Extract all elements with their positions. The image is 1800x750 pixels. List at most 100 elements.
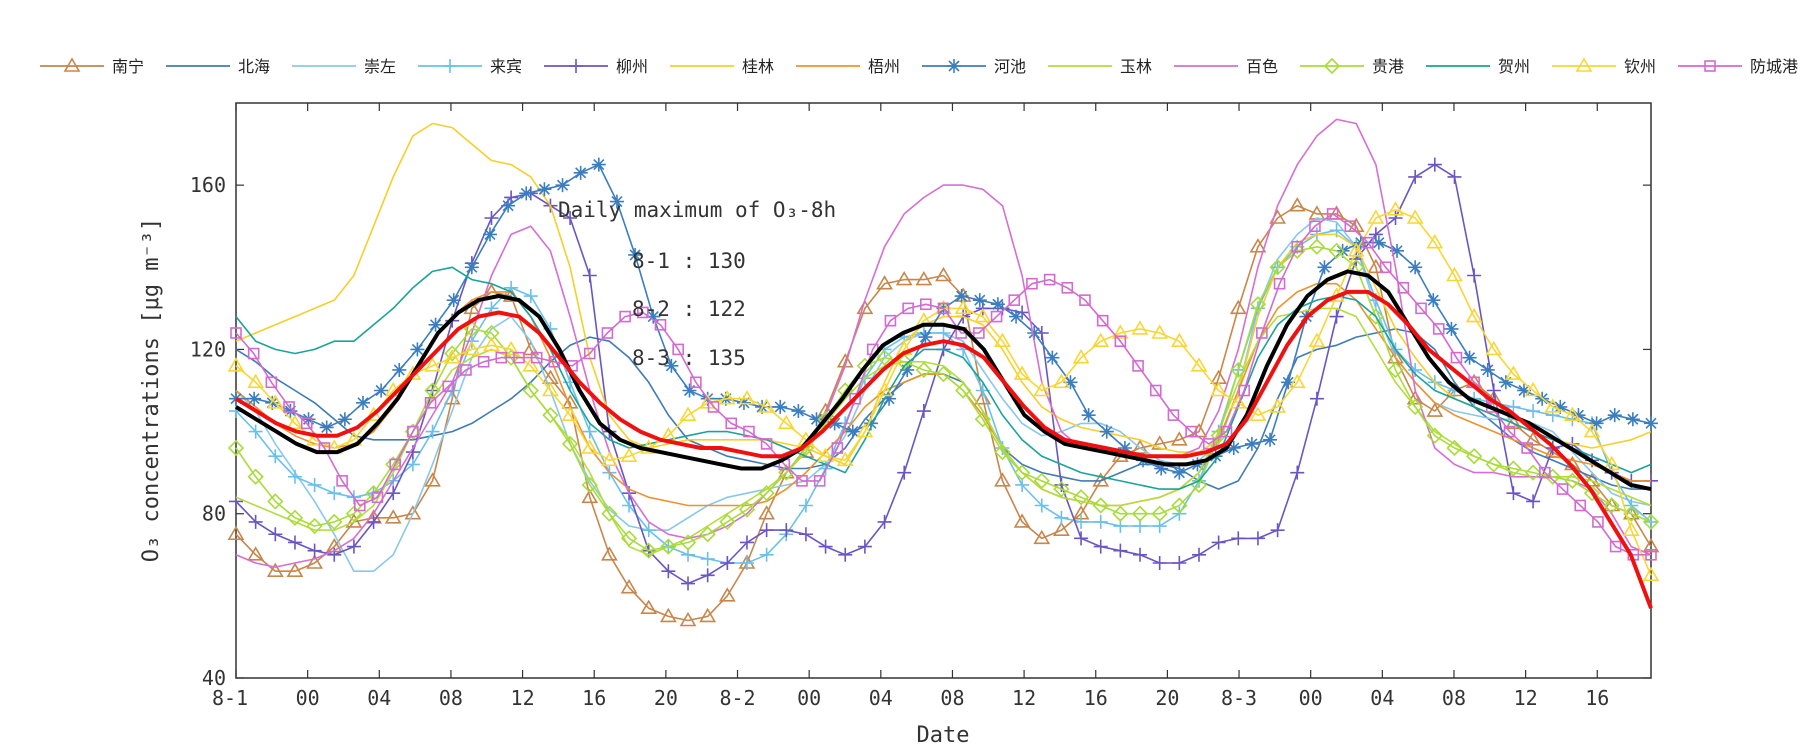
data-point (1349, 252, 1364, 267)
data-point (1505, 365, 1522, 380)
x-tick-label: 16 (582, 686, 606, 710)
data-point (836, 451, 854, 467)
data-point (1446, 266, 1463, 282)
data-point (1379, 261, 1392, 274)
data-point (954, 289, 969, 304)
data-point (319, 420, 334, 435)
data-point (1521, 442, 1533, 454)
data-point (1013, 513, 1031, 528)
data-point (1191, 547, 1206, 562)
data-point (265, 395, 280, 410)
x-tick-label: 04 (367, 686, 391, 710)
data-point (1009, 309, 1024, 324)
data-point (1203, 438, 1215, 450)
data-point (268, 449, 283, 464)
data-point (619, 310, 631, 323)
data-point (1592, 516, 1604, 528)
data-point (1053, 521, 1070, 536)
x-tick-label: 12 (1012, 686, 1036, 710)
data-point (679, 611, 697, 627)
legend-label: 来宾 (490, 57, 522, 76)
data-point (954, 299, 972, 315)
x-tick-label: 8-3 (1221, 686, 1257, 710)
data-point (1190, 357, 1208, 372)
data-point (1589, 416, 1604, 431)
data-point (407, 425, 419, 438)
data-point (424, 357, 441, 372)
data-point (797, 439, 815, 457)
data-point (306, 554, 324, 569)
data-point (758, 505, 776, 520)
data-point (1506, 486, 1521, 501)
legend-entry: 桂林 (670, 57, 774, 76)
data-point (1427, 157, 1442, 172)
data-point (582, 424, 597, 439)
data-point (1238, 384, 1250, 397)
data-point (601, 327, 614, 339)
data-point (1408, 169, 1423, 184)
data-point (1111, 324, 1129, 339)
data-point (1574, 499, 1587, 512)
data-point (672, 343, 684, 356)
y-tick-label: 160 (190, 173, 226, 197)
data-point (1609, 540, 1622, 553)
data-point (1211, 535, 1226, 550)
data-point (1545, 408, 1560, 423)
legend-entry: 贺州 (1426, 57, 1530, 76)
legend-entry: 防城港 (1678, 57, 1798, 76)
data-point (247, 347, 260, 360)
data-point (286, 509, 304, 526)
data-point (1185, 425, 1197, 438)
data-point (1426, 427, 1443, 444)
data-point (1505, 460, 1522, 477)
data-point (1172, 556, 1187, 570)
data-point (442, 380, 455, 393)
data-point (1093, 539, 1108, 554)
data-point (1034, 498, 1049, 513)
data-point (1092, 497, 1109, 514)
data-point (502, 340, 520, 356)
data-point (838, 547, 853, 562)
x-tick-label: 00 (797, 686, 821, 710)
data-point (1329, 309, 1344, 324)
data-point (287, 535, 302, 550)
data-point (477, 355, 490, 368)
data-point (1170, 431, 1188, 446)
data-point (460, 364, 472, 376)
data-point (1426, 402, 1444, 417)
series-1 (227, 197, 1660, 627)
data-point (1367, 258, 1385, 274)
data-point (581, 488, 599, 504)
data-point (464, 260, 479, 275)
data-point (620, 447, 638, 463)
data-point (1074, 531, 1089, 546)
data-point (1231, 531, 1246, 546)
data-point (1524, 464, 1542, 481)
data-point (581, 439, 599, 454)
data-point (247, 373, 265, 389)
data-point (482, 227, 497, 242)
data-point (591, 157, 606, 172)
data-point (935, 365, 952, 383)
data-point (863, 416, 878, 431)
data-point (1226, 441, 1241, 455)
data-point (443, 349, 461, 364)
data-point (365, 406, 382, 421)
legend-entry: 百色 (1174, 57, 1278, 76)
data-point (1172, 506, 1187, 521)
data-point (1229, 299, 1247, 315)
data-point (760, 438, 773, 450)
annotation-line-3: 8-3 : 135 (632, 346, 746, 370)
data-point (659, 607, 677, 623)
data-point (1131, 505, 1149, 522)
data-point (947, 59, 961, 73)
data-point (1256, 327, 1268, 339)
data-point (1328, 242, 1345, 259)
series-line (235, 213, 1651, 556)
data-point (1526, 494, 1541, 509)
data-point (266, 562, 284, 578)
data-point (1603, 496, 1621, 512)
data-point (1642, 566, 1660, 582)
data-point (268, 527, 283, 542)
